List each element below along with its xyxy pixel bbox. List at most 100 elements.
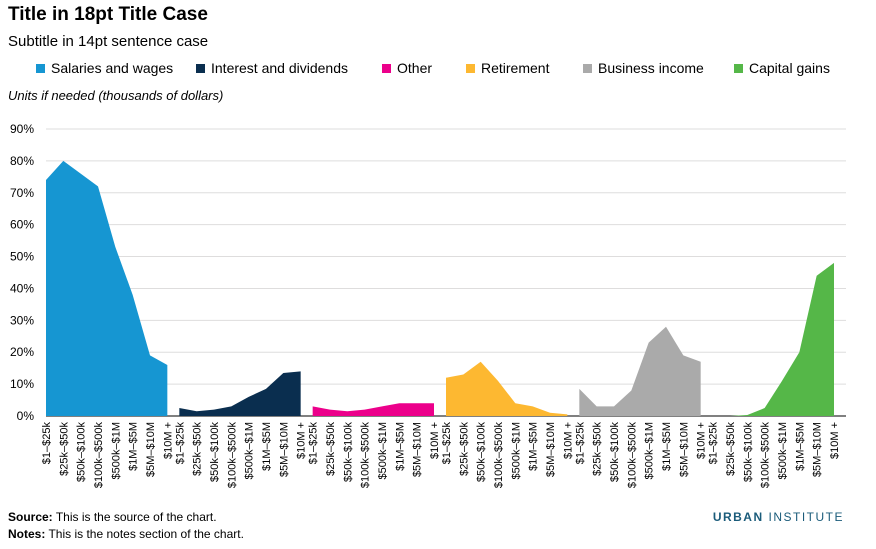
x-tick-label: $25k–$50k	[725, 422, 737, 476]
x-tick-label: $25k–$50k	[458, 422, 470, 476]
x-tick-label: $1M–$5M	[261, 422, 273, 471]
x-tick-label: $1M–$5M	[128, 422, 140, 471]
x-tick-label: $50k–$100k	[76, 422, 88, 482]
y-tick-label: 80%	[10, 154, 34, 168]
legend-label-other: Other	[397, 60, 433, 76]
x-tick-label: $1–$25k	[441, 422, 453, 465]
chart-title: Title in 18pt Title Case	[8, 4, 208, 25]
x-tick-label: $10M +	[296, 422, 308, 459]
x-tick-label: $1–$25k	[41, 422, 53, 465]
area-retirement	[446, 361, 568, 416]
notes-label: Notes:	[8, 527, 46, 541]
legend-swatch-salaries	[36, 63, 45, 73]
x-tick-label: $25k–$50k	[192, 422, 204, 476]
x-tick-label: $1M–$5M	[394, 422, 406, 471]
x-tick-label: $25k–$50k	[592, 422, 604, 476]
x-tick-label: $100k–$500k	[226, 422, 238, 489]
x-tick-label: $500k–$1M	[110, 422, 122, 480]
x-tick-label: $1–$25k	[708, 422, 720, 465]
y-tick-label: 50%	[10, 250, 34, 264]
x-tick-label: $25k–$50k	[325, 422, 337, 476]
area-chart: 0% 10% 20% 30% 40% 50% 60% 70% 80% 90% $1–$25k $25…	[10, 122, 846, 489]
y-tick-label: 20%	[10, 345, 34, 359]
x-axis: $1–$25k $25k–$50k $50k–$100k $100k–$500k $50…	[41, 422, 841, 489]
x-tick-label: $5M–$10M	[678, 422, 690, 477]
x-tick-label: $1–$25k	[174, 422, 186, 465]
legend-item-other: Other	[382, 60, 432, 76]
legend-label-capital: Capital gains	[749, 60, 830, 76]
gridlines	[46, 128, 846, 417]
legend-swatch-interest	[196, 63, 205, 73]
x-tick-label: $10M +	[696, 422, 708, 459]
x-tick-label: $500k–$1M	[377, 422, 389, 480]
x-tick-label: $10M +	[162, 422, 174, 459]
y-axis: 0% 10% 20% 30% 40% 50% 60% 70% 80% 90%	[10, 122, 34, 423]
area-business-income	[579, 326, 701, 416]
x-tick-label: $10M +	[829, 422, 841, 459]
x-tick-label: $500k–$1M	[644, 422, 656, 480]
legend-swatch-business	[583, 63, 592, 73]
legend-label-interest: Interest and dividends	[211, 60, 348, 76]
y-tick-label: 0%	[17, 409, 35, 423]
source-note: Source: This is the source of the chart.	[8, 510, 217, 524]
x-tick-label: $100k–$500k	[93, 422, 105, 489]
y-tick-label: 60%	[10, 218, 34, 232]
urban-institute-logo: URBAN INSTITUTE	[713, 510, 844, 524]
x-tick-label: $5M–$10M	[412, 422, 424, 477]
x-tick-label: $5M–$10M	[545, 422, 557, 477]
legend-item-business: Business income	[583, 60, 704, 76]
legend-label-salaries: Salaries and wages	[51, 60, 174, 76]
x-tick-label: $500k–$1M	[777, 422, 789, 480]
x-tick-label: $100k–$500k	[493, 422, 505, 489]
area-interest-and-dividends	[179, 371, 301, 416]
logo-institute: INSTITUTE	[768, 510, 844, 524]
x-tick-label: $1M–$5M	[661, 422, 673, 471]
x-tick-label: $50k–$100k	[742, 422, 754, 482]
x-tick-label: $1–$25k	[574, 422, 586, 465]
x-tick-label: $500k–$1M	[244, 422, 256, 480]
source-text: This is the source of the chart.	[55, 510, 217, 524]
legend-label-retirement: Retirement	[481, 60, 550, 76]
x-tick-label: $50k–$100k	[342, 422, 354, 482]
x-tick-label: $50k–$100k	[609, 422, 621, 482]
x-tick-label: $5M–$10M	[145, 422, 157, 477]
y-tick-label: 10%	[10, 377, 34, 391]
legend-label-business: Business income	[598, 60, 704, 76]
legend-item-retirement: Retirement	[466, 60, 549, 76]
x-tick-label: $50k–$100k	[476, 422, 488, 482]
legend-item-capital: Capital gains	[734, 60, 830, 76]
x-tick-label: $50k–$100k	[209, 422, 221, 482]
y-tick-label: 40%	[10, 281, 34, 295]
x-tick-label: $5M–$10M	[278, 422, 290, 477]
logo-urban: URBAN	[712, 510, 764, 524]
units-label: Units if needed (thousands of dollars)	[8, 88, 224, 103]
notes-note: Notes: This is the notes section of the …	[8, 527, 244, 541]
x-tick-label: $1–$25k	[308, 422, 320, 465]
y-tick-label: 30%	[10, 313, 34, 327]
area-salaries-and-wages	[46, 160, 168, 416]
series-areas	[46, 160, 834, 416]
x-tick-label: $1M–$5M	[794, 422, 806, 471]
x-tick-label: $10M +	[429, 422, 441, 459]
y-tick-label: 90%	[10, 122, 34, 136]
legend: Salaries and wages Interest and dividend…	[10, 60, 870, 80]
x-tick-label: $100k–$500k	[626, 422, 638, 489]
legend-swatch-other	[382, 63, 391, 73]
x-tick-label: $25k–$50k	[58, 422, 70, 476]
x-tick-label: $5M–$10M	[812, 422, 824, 477]
chart-subtitle: Subtitle in 14pt sentence case	[8, 33, 209, 50]
legend-swatch-retirement	[466, 63, 475, 73]
x-tick-label: $500k–$1M	[510, 422, 522, 480]
x-tick-label: $10M +	[562, 422, 574, 459]
source-label: Source:	[8, 510, 53, 524]
x-tick-label: $100k–$500k	[760, 422, 772, 489]
notes-text: This is the notes section of the chart.	[48, 527, 244, 541]
y-tick-label: 70%	[10, 186, 34, 200]
area-capital-gains	[712, 262, 834, 416]
legend-item-salaries: Salaries and wages	[36, 60, 173, 76]
x-tick-label: $100k–$500k	[360, 422, 372, 489]
legend-swatch-capital	[734, 63, 743, 73]
legend-item-interest: Interest and dividends	[196, 60, 348, 76]
x-tick-label: $1M–$5M	[528, 422, 540, 471]
area-other	[312, 403, 434, 416]
